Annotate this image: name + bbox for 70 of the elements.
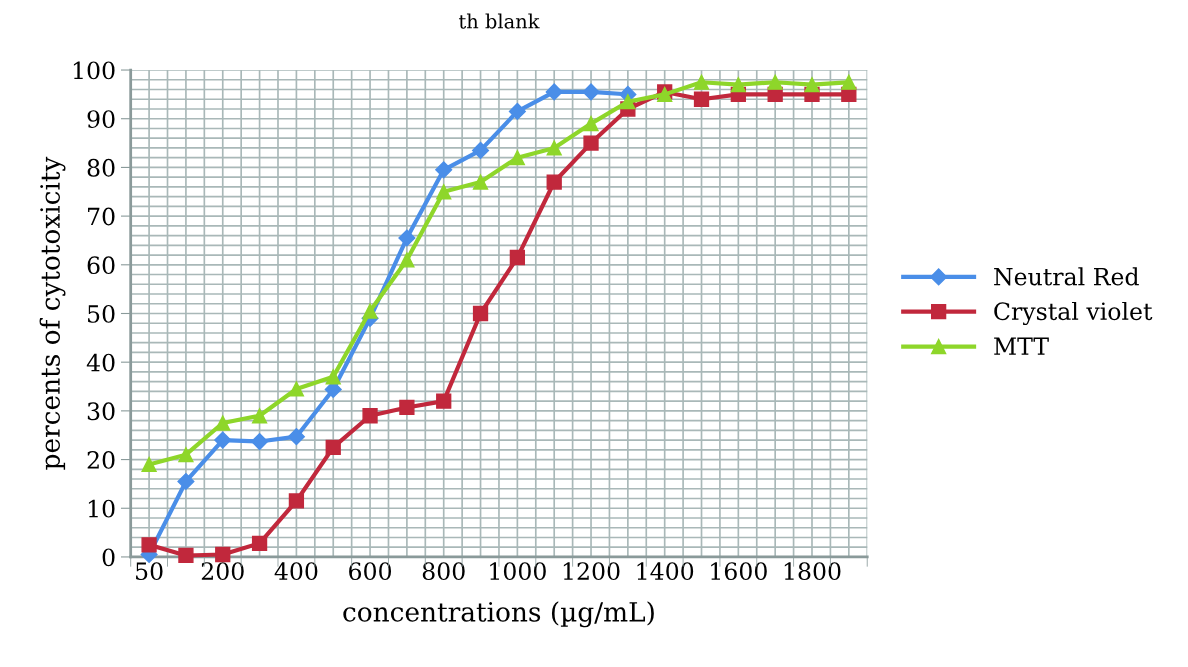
point	[251, 408, 268, 424]
x-axis-title: concentrations (µg/mL)	[343, 601, 654, 628]
x-tick-label: 600	[349, 562, 392, 581]
y-tick-label: 50	[88, 304, 115, 323]
point	[582, 83, 600, 101]
point	[472, 305, 489, 322]
point	[141, 456, 157, 473]
y-tick-label: 40	[86, 353, 115, 372]
point	[435, 161, 453, 179]
point	[399, 399, 415, 416]
point	[325, 439, 341, 456]
point	[177, 472, 195, 491]
point	[546, 140, 562, 156]
point	[362, 408, 378, 424]
point	[620, 94, 636, 110]
y-tick-label: 70	[88, 207, 115, 226]
point	[509, 249, 526, 266]
point	[399, 252, 415, 268]
x-tick-label: 200	[201, 562, 244, 581]
legend-label: MTT	[994, 337, 1049, 355]
point	[178, 547, 194, 564]
point	[841, 74, 857, 90]
point	[583, 135, 599, 151]
point	[251, 432, 269, 451]
point	[398, 229, 416, 247]
point	[287, 428, 305, 446]
point	[436, 184, 452, 200]
point	[436, 393, 452, 409]
x-tick-label: 1400	[637, 562, 694, 581]
x-tick-label: 400	[274, 562, 318, 581]
point	[362, 303, 378, 319]
point	[215, 415, 231, 431]
point	[546, 174, 562, 190]
point	[693, 91, 710, 107]
point	[141, 537, 157, 553]
y-tick-label: 60	[87, 256, 115, 275]
point	[804, 77, 820, 93]
point	[508, 102, 526, 120]
y-tick-label: 80	[87, 158, 115, 177]
legend-label: Neutral Red	[994, 267, 1139, 286]
point	[251, 535, 268, 551]
y-tick-label: 90	[87, 110, 115, 129]
y-axis-title: percents of cytotoxicity	[39, 156, 66, 470]
x-tick-label: 1800	[784, 562, 841, 581]
point	[288, 493, 305, 509]
point	[325, 369, 341, 385]
legend-label: Crystal violet	[994, 301, 1153, 326]
point	[472, 174, 489, 190]
point	[471, 141, 490, 159]
point	[214, 431, 232, 449]
chart-title: th blank	[458, 13, 540, 29]
point	[215, 546, 231, 563]
y-tick-label: 20	[87, 451, 115, 469]
point	[545, 83, 563, 101]
point	[288, 381, 305, 397]
y-tick-label: 0	[102, 548, 115, 567]
y-tick-label: 100	[73, 61, 115, 80]
point	[509, 150, 526, 166]
x-tick-label: 1000	[490, 562, 546, 581]
point	[178, 447, 194, 463]
x-tick-label: 800	[422, 562, 465, 581]
point	[767, 74, 783, 90]
x-tick-label: 1200	[563, 562, 620, 581]
x-tick-label: 1600	[711, 562, 767, 581]
x-tick-label: 50	[136, 562, 163, 581]
point	[583, 115, 599, 132]
y-tick-label: 30	[87, 402, 115, 421]
point	[693, 74, 710, 90]
point	[730, 77, 746, 93]
y-tick-label: 10	[88, 499, 115, 518]
